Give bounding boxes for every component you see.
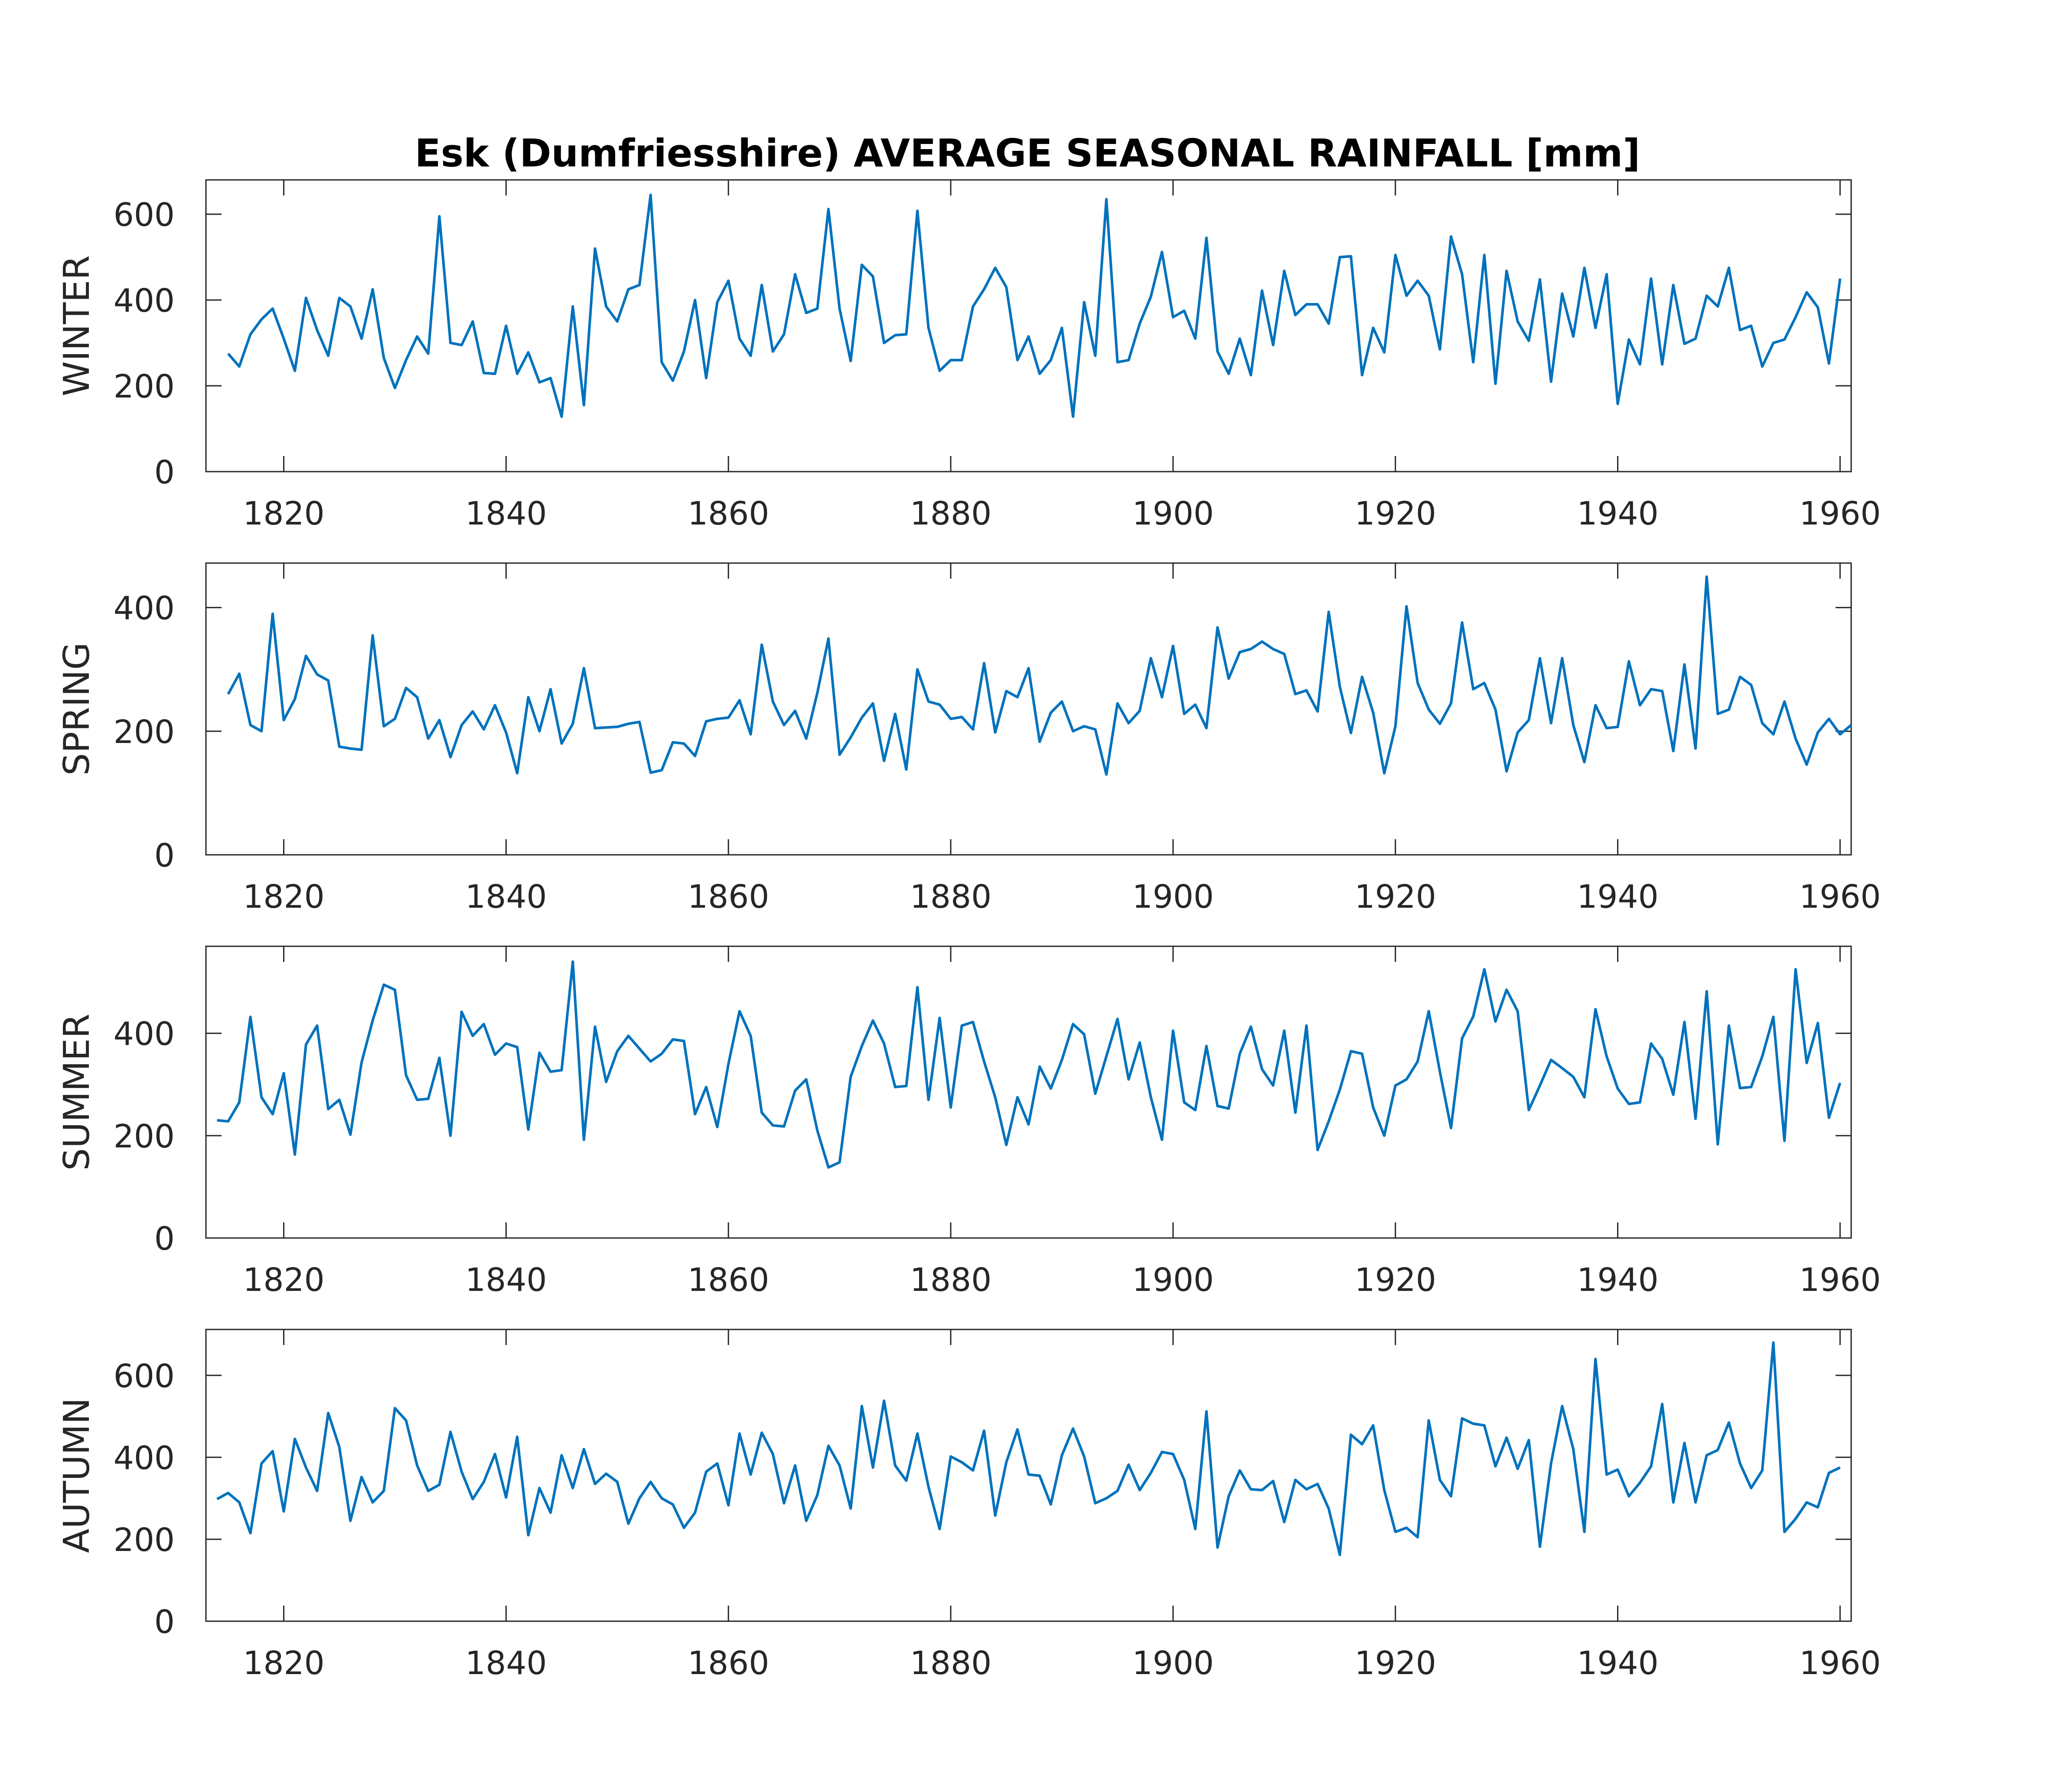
x-tick-label: 1960 — [1799, 1261, 1881, 1299]
y-tick-label: 200 — [114, 1118, 175, 1155]
y-tick-label: 400 — [114, 590, 175, 627]
x-tick-label: 1860 — [688, 1645, 769, 1682]
x-tick-label: 1960 — [1799, 1645, 1881, 1682]
x-tick-label: 1860 — [688, 878, 769, 916]
y-tick-label: 600 — [114, 196, 175, 234]
y-tick-label: 0 — [154, 1220, 175, 1258]
y-tick-label: 400 — [114, 1440, 175, 1477]
y-tick-label: 600 — [114, 1358, 175, 1395]
x-tick-label: 1940 — [1577, 1645, 1658, 1682]
x-tick-label: 1840 — [465, 1645, 547, 1682]
x-tick-label: 1900 — [1132, 878, 1214, 916]
y-axis-label-autumn: AUTUMN — [56, 1398, 98, 1553]
y-tick-label: 400 — [114, 1016, 175, 1053]
x-tick-label: 1840 — [465, 878, 547, 916]
x-tick-label: 1960 — [1799, 495, 1881, 532]
y-tick-label: 400 — [114, 282, 175, 319]
x-tick-label: 1920 — [1355, 495, 1436, 532]
x-tick-label: 1860 — [688, 1261, 769, 1299]
series-line-spring — [227, 575, 1852, 776]
x-tick-label: 1920 — [1355, 878, 1436, 916]
panel-autumn: 1820 1840 1860 1880 1900 1920 1940 1960 0 200 400 6… — [56, 1329, 1881, 1682]
y-axis-label-spring: SPRING — [56, 642, 98, 776]
y-tick-label: 0 — [154, 1603, 175, 1641]
y-tick-label: 0 — [154, 454, 175, 491]
x-tick-label: 1880 — [910, 878, 991, 916]
y-tick-label: 200 — [114, 368, 175, 405]
x-tick-label: 1820 — [243, 878, 324, 916]
panel-spring: 1820 1840 1860 1880 1900 1920 1940 1960 0 200 400 S… — [56, 562, 1881, 916]
axes-frame-winter — [205, 179, 1852, 472]
x-tick-label: 1920 — [1355, 1645, 1436, 1682]
series-line-summer — [217, 960, 1842, 1169]
x-tick-label: 1820 — [243, 1645, 324, 1682]
x-tick-label: 1840 — [465, 1261, 547, 1299]
x-tick-label: 1880 — [910, 495, 991, 532]
x-tick-label: 1940 — [1577, 878, 1658, 916]
x-tick-label: 1920 — [1355, 1261, 1436, 1299]
x-tick-label: 1860 — [688, 495, 769, 532]
series-line-winter — [227, 193, 1842, 418]
x-tick-label: 1900 — [1132, 1645, 1214, 1682]
x-tick-label: 1820 — [243, 1261, 324, 1299]
x-tick-label: 1960 — [1799, 878, 1881, 916]
y-tick-label: 0 — [154, 837, 175, 874]
panels-container: 1820 1840 1860 1880 1900 1920 1940 1960 0 200 400 6… — [56, 179, 1881, 1682]
panel-summer: 1820 1840 1860 1880 1900 1920 1940 1960 0 200 400 S… — [56, 945, 1881, 1299]
x-tick-label: 1880 — [910, 1261, 991, 1299]
y-axis-label-summer: SUMMER — [56, 1013, 98, 1170]
x-tick-label: 1820 — [243, 495, 324, 532]
axes-frame-summer — [205, 945, 1852, 1239]
series-line-autumn — [216, 1341, 1841, 1556]
chart-title: Esk (Dumfriesshire) AVERAGE SEASONAL RAI… — [415, 131, 1640, 176]
x-tick-label: 1940 — [1577, 1261, 1658, 1299]
y-axis-label-winter: WINTER — [56, 255, 98, 396]
x-tick-label: 1840 — [465, 495, 547, 532]
x-tick-label: 1900 — [1132, 495, 1214, 532]
y-tick-label: 200 — [114, 714, 175, 751]
panel-winter: 1820 1840 1860 1880 1900 1920 1940 1960 0 200 400 6… — [56, 179, 1881, 532]
x-tick-label: 1880 — [910, 1645, 991, 1682]
y-tick-label: 200 — [114, 1522, 175, 1559]
x-tick-label: 1940 — [1577, 495, 1658, 532]
x-tick-label: 1900 — [1132, 1261, 1214, 1299]
axes-frame-spring — [205, 562, 1852, 856]
